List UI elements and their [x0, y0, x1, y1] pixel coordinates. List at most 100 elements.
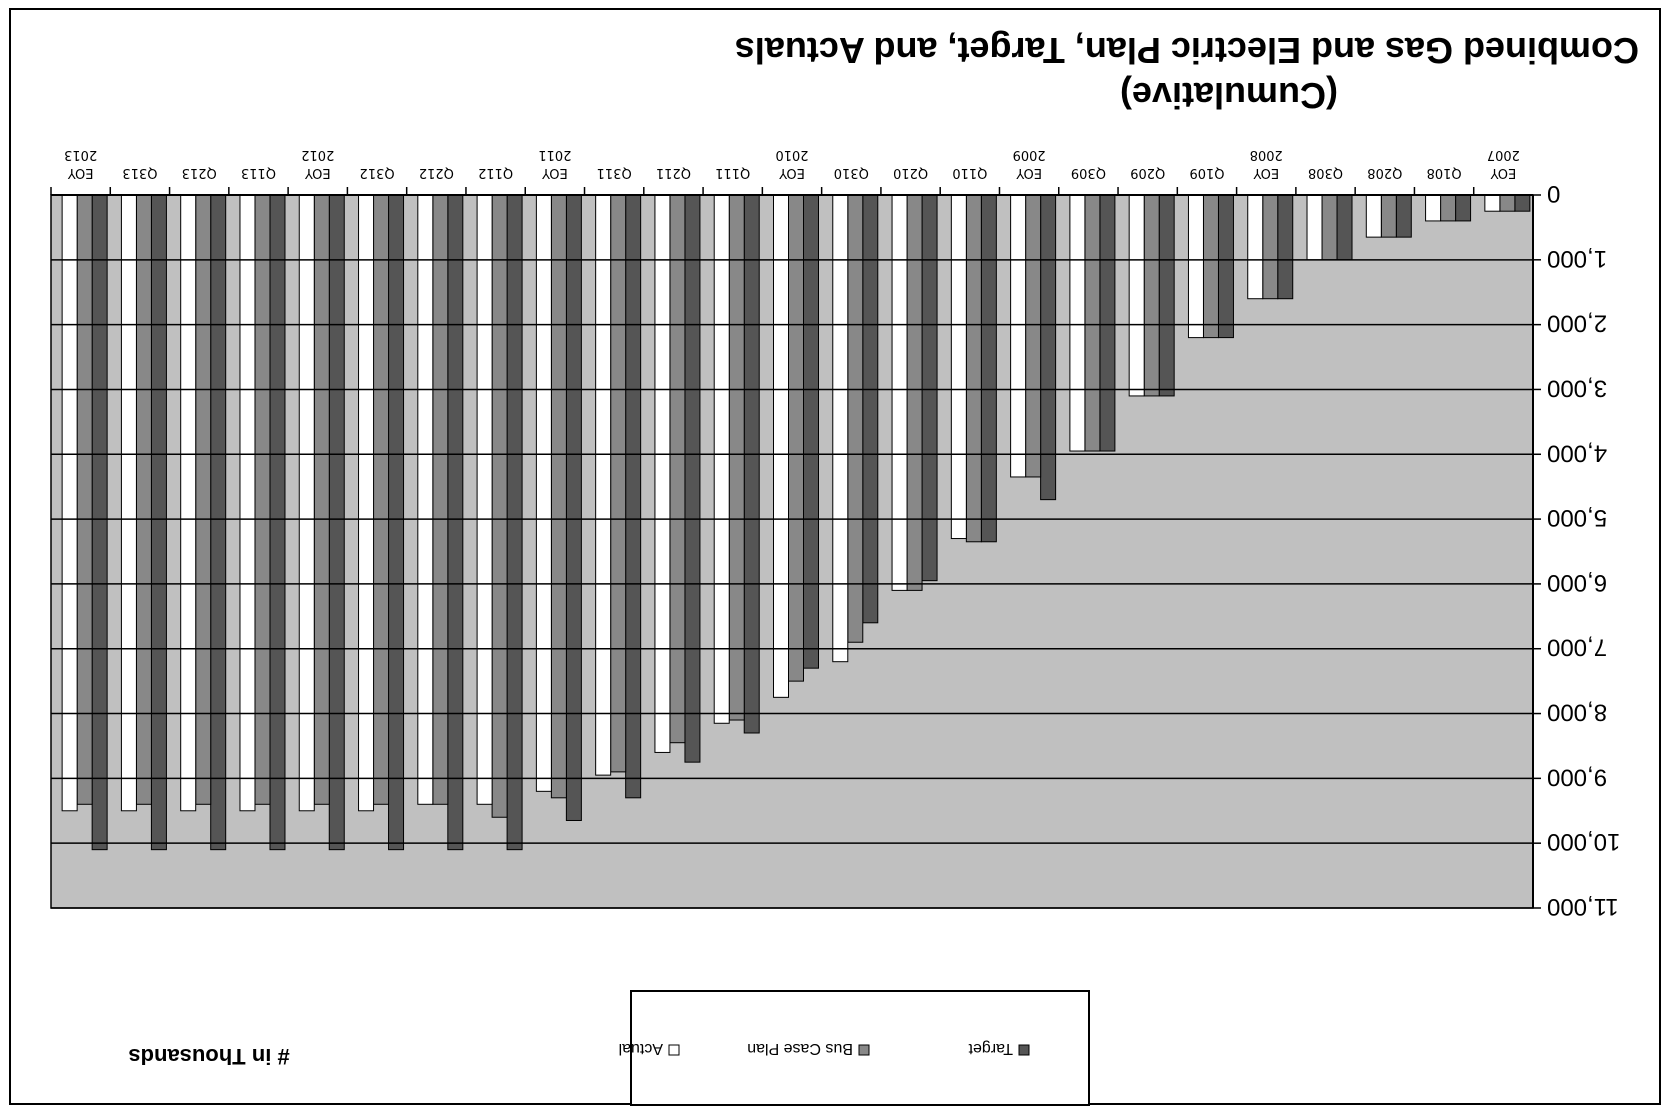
bar-target [388, 194, 405, 851]
bar-target [506, 194, 523, 851]
bar-actual [61, 194, 78, 812]
bar-bus-case-plan [906, 194, 923, 591]
bar-target [1514, 194, 1531, 212]
x-tick-label: EOY [1016, 165, 1042, 180]
x-tick-label: Q312 [360, 165, 395, 180]
bar-actual [1425, 194, 1442, 222]
x-tick-label: Q112 [478, 165, 513, 180]
x-tick-label-year: 2008 [1250, 147, 1283, 162]
x-tick-label: Q209 [1130, 165, 1165, 180]
x-tick-label-year: 2013 [64, 147, 97, 162]
bar-target [210, 194, 227, 851]
legend: Target Bus Case Plan Actual [619, 990, 1090, 1106]
legend-label: Actual [619, 1040, 663, 1057]
bar-target [684, 194, 701, 763]
x-tick-label: Q311 [597, 165, 632, 180]
x-tick-label: EOY [542, 165, 568, 180]
bar-actual [1128, 194, 1145, 397]
y-tick-label: 5,000 [1547, 504, 1607, 531]
legend-swatch [668, 1044, 680, 1056]
bar-target [269, 194, 286, 851]
bar-target [921, 194, 938, 582]
x-tick-label: EOY [779, 165, 805, 180]
x-tick-label: Q113 [241, 165, 276, 180]
bar-bus-case-plan [1143, 194, 1160, 397]
bar-actual [1010, 194, 1027, 478]
bar-target [1395, 194, 1412, 238]
x-tick-label: Q212 [419, 165, 454, 180]
bar-bus-case-plan [1084, 194, 1101, 452]
bar-actual [180, 194, 197, 812]
bar-actual [239, 194, 256, 812]
bar-bus-case-plan [1025, 194, 1042, 478]
y-tick-label: 2,000 [1547, 310, 1607, 337]
x-tick-label: EOY [68, 165, 94, 180]
x-tick-label: Q210 [893, 165, 928, 180]
chart-title: Combined Gas and Electric Plan, Target, … [735, 30, 1639, 71]
bar-target [565, 194, 582, 821]
bar-actual [298, 194, 315, 812]
x-tick-label: Q108 [1427, 165, 1462, 180]
chart-subtitle: (Cumulative) [1120, 75, 1338, 116]
x-tick-label: EOY [305, 165, 331, 180]
bar-bus-case-plan [1380, 194, 1397, 238]
bar-actual [1247, 194, 1264, 300]
bar-bus-case-plan [610, 194, 627, 773]
bar-target [1277, 194, 1294, 300]
bar-actual [950, 194, 967, 540]
bar-target [447, 194, 464, 851]
y-tick-label: 6,000 [1547, 569, 1607, 596]
y-tick-label: 3,000 [1547, 374, 1607, 401]
x-tick-label-year: 2010 [775, 147, 808, 162]
x-tick-label-year: 2012 [301, 147, 334, 162]
bar-bus-case-plan [669, 194, 686, 744]
bar-target [1099, 194, 1116, 452]
bar-actual [654, 194, 671, 753]
bar-actual [713, 194, 730, 724]
y-tick-label: 0 [1547, 180, 1560, 207]
bar-target [328, 194, 345, 851]
bar-bus-case-plan [1440, 194, 1457, 222]
y-tick-label: 4,000 [1547, 439, 1607, 466]
x-tick-label: Q313 [122, 165, 157, 180]
x-tick-label: Q211 [656, 165, 691, 180]
x-tick-label-year: 2007 [1487, 147, 1520, 162]
bar-bus-case-plan [550, 194, 567, 799]
x-tick-label: Q309 [1071, 165, 1106, 180]
bar-target [91, 194, 108, 851]
bar-target [803, 194, 819, 669]
legend-label: Target [968, 1040, 1013, 1057]
y-tick-label: 11,000 [1547, 893, 1619, 920]
bar-actual [1306, 194, 1323, 261]
bar-bus-case-plan [788, 194, 804, 682]
bar-bus-case-plan [1202, 194, 1219, 339]
bar-actual [1069, 194, 1086, 452]
bar-actual [358, 194, 375, 812]
bar-target [1158, 194, 1175, 397]
bar-actual [1484, 194, 1501, 212]
bar-target [1336, 194, 1353, 261]
x-tick-label: Q109 [1189, 165, 1224, 180]
y-tick-label: 7,000 [1547, 634, 1607, 661]
bar-target [625, 194, 642, 799]
bar-bus-case-plan [965, 194, 982, 543]
bar-actual [1187, 194, 1204, 339]
x-tick-label: Q111 [715, 165, 750, 180]
bar-target [980, 194, 997, 543]
legend-swatch [858, 1044, 870, 1056]
bar-actual [773, 194, 789, 698]
y-tick-label: 10,000 [1547, 828, 1620, 855]
x-tick-label: EOY [1490, 165, 1516, 180]
x-tick-label-year: 2009 [1013, 147, 1046, 162]
axes: 0 1,000 2,000 3,000 4,000 5,000 6,000 7,000 8,00… [50, 147, 1620, 920]
x-tick-label: Q310 [834, 165, 869, 180]
legend-items: Target Bus Case Plan Actual [619, 1040, 1030, 1057]
bar-bus-case-plan [1321, 194, 1338, 261]
bar-actual [120, 194, 137, 812]
bar-actual [595, 194, 612, 776]
bar-bus-case-plan [847, 194, 864, 643]
bar-actual [1365, 194, 1382, 238]
bar-bus-case-plan [728, 194, 745, 721]
